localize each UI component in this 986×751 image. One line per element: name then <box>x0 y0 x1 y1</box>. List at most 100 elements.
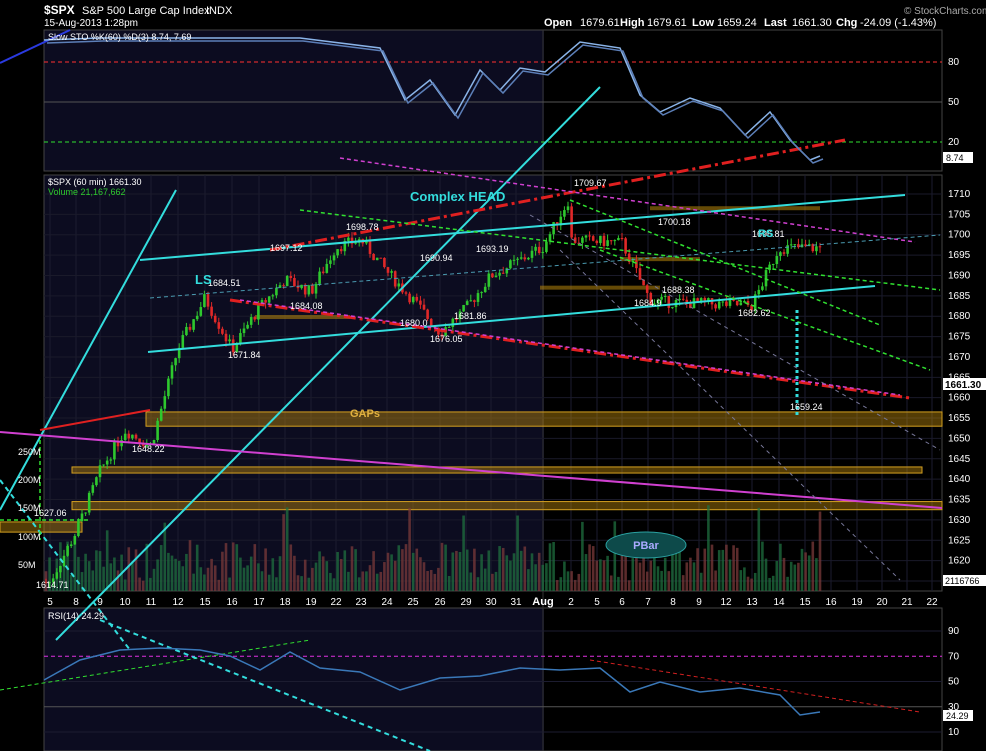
candle-body <box>635 260 638 269</box>
volume-bar <box>289 544 293 591</box>
x-tick-label: 24 <box>381 597 393 608</box>
last-label: Last <box>764 17 787 29</box>
candle-body <box>264 300 267 303</box>
x-tick-label: 8 <box>670 597 676 608</box>
price-point-label: 1681.86 <box>454 311 487 321</box>
candle-body <box>620 238 624 240</box>
candle-body <box>707 298 710 302</box>
volume-bar <box>152 568 156 591</box>
volume-bar <box>789 561 793 591</box>
rsi-tick-label: 70 <box>948 651 960 662</box>
candle-body <box>213 315 217 323</box>
price-tick-label: 1670 <box>948 352 971 363</box>
stoch-panel <box>43 29 943 172</box>
pbar-annotation: PBar <box>633 540 659 552</box>
volume-tick-label: 250M <box>18 447 41 457</box>
volume-bar <box>455 550 458 591</box>
candle-body <box>419 300 422 305</box>
x-axis-labels: 5 8 9 10 11 12 15 16 17 18 19 22 23 24 25 26 29 30 31 Aug 2 5… <box>47 596 938 608</box>
trendline <box>0 639 311 691</box>
volume-bar <box>530 553 534 591</box>
candle-body <box>235 343 239 353</box>
volume-bar <box>624 545 627 591</box>
candle-body <box>714 304 717 309</box>
x-tick-label: 2 <box>568 597 574 608</box>
x-tick-label: 10 <box>119 597 131 608</box>
candle-body <box>473 300 476 302</box>
volume-bar <box>617 576 620 591</box>
candle-body <box>44 582 48 584</box>
candle-body <box>487 273 491 287</box>
trendline <box>599 249 931 371</box>
volume-bar <box>91 570 95 591</box>
price-tick-label: 1690 <box>948 270 971 281</box>
volume-bar <box>667 571 671 591</box>
volume-bar <box>267 574 271 591</box>
volume-bar <box>249 556 253 591</box>
candle-body <box>782 252 786 254</box>
volume-bar <box>764 558 768 591</box>
volume-bar <box>739 570 743 591</box>
candle-body <box>523 257 527 260</box>
volume-bar <box>728 559 732 591</box>
volume-bar <box>447 576 451 591</box>
volume-bar <box>105 530 109 591</box>
candle-body <box>811 244 815 252</box>
rsi-last-badge <box>943 710 973 721</box>
volume-bar <box>620 549 624 591</box>
volume-bar <box>642 557 645 591</box>
candle-body <box>563 210 566 217</box>
volume-bar <box>599 559 602 591</box>
candle-body <box>116 441 120 447</box>
volume-bar <box>401 549 404 591</box>
volume-bar <box>66 541 69 591</box>
volume-bar <box>444 544 447 591</box>
volume-bar <box>732 545 735 591</box>
x-tick-label: 17 <box>253 597 265 608</box>
x-tick-label: 25 <box>407 597 419 608</box>
candle-body <box>267 296 271 303</box>
volume-bar <box>329 572 332 591</box>
candle-body <box>174 358 177 366</box>
volume-bar <box>343 550 347 591</box>
volume-bar <box>231 542 235 591</box>
x-tick-label: 11 <box>146 597 157 608</box>
candle-body <box>764 270 768 287</box>
rsi-tick-label: 50 <box>948 677 960 688</box>
candle-body <box>185 326 188 336</box>
chart-date: 15-Aug-2013 1:28pm <box>44 18 138 29</box>
volume-bar <box>491 573 494 591</box>
trendline <box>55 86 601 641</box>
candle-body <box>347 237 350 241</box>
gap-zone <box>145 411 943 427</box>
watermark: © StockCharts.com <box>904 6 986 17</box>
exchange-label: INDX <box>206 5 233 17</box>
candle-body <box>797 244 800 248</box>
candle-body <box>84 512 87 514</box>
candle-body <box>534 246 537 251</box>
price-point-label: 1684.08 <box>290 301 323 311</box>
x-tick-label: 14 <box>773 597 785 608</box>
resistance-zone <box>620 257 700 262</box>
volume-bar <box>62 564 66 591</box>
candle-body <box>181 335 185 348</box>
volume-bar <box>782 557 786 591</box>
volume-bar <box>397 545 401 591</box>
trendline <box>0 29 71 64</box>
volume-bar <box>689 557 692 591</box>
candle-body <box>501 272 505 274</box>
price-tick-label: 1630 <box>948 515 971 526</box>
volume-bar <box>775 561 779 591</box>
price-tick-label: 1675 <box>948 332 971 343</box>
candle-body <box>545 241 548 252</box>
volume-bar <box>699 572 703 591</box>
volume-bar <box>588 544 591 591</box>
volume-bar <box>685 562 689 591</box>
resistance-zone <box>255 314 350 319</box>
candle-body <box>368 240 372 254</box>
candle-body <box>131 434 134 439</box>
candle-body <box>343 240 347 252</box>
volume-bar <box>321 556 325 591</box>
candle-body <box>440 334 444 336</box>
candle-body <box>663 295 667 297</box>
